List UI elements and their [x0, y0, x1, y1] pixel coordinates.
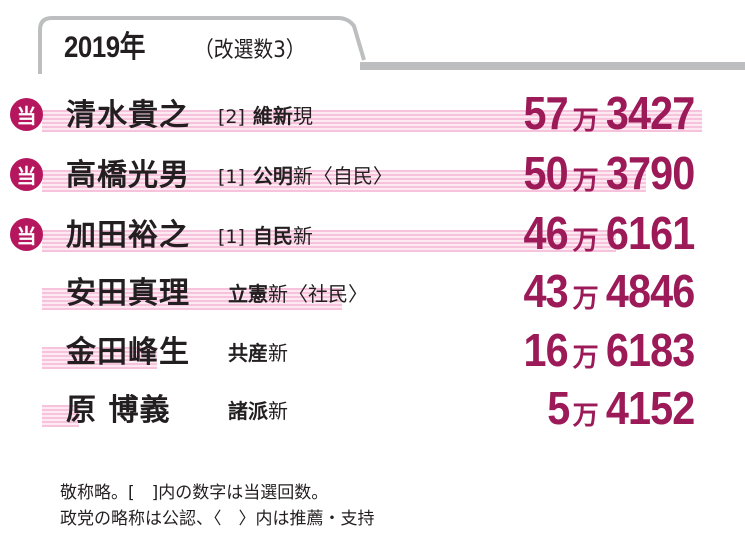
- vote-count: 57 万 3427: [521, 86, 699, 140]
- candidate-status: 新: [268, 282, 288, 306]
- vote-count: 16 万 6183: [521, 323, 699, 377]
- win-count: [1]: [218, 226, 245, 248]
- votes-ten-thousands: 46: [523, 207, 569, 259]
- vote-count: 43 万 4846: [521, 264, 699, 318]
- election-year: 2019年: [64, 31, 146, 64]
- candidate-name: 加田裕之: [66, 218, 190, 253]
- vote-bar: [42, 347, 157, 369]
- candidate-status: 新: [268, 341, 288, 365]
- man-unit: 万: [572, 284, 599, 314]
- candidate-row: 原 博義 諸派新 5 万 4152: [0, 379, 745, 435]
- vote-count: 46 万 6161: [521, 206, 699, 260]
- footnote-line-1: 敬称略。[ ]内の数字は当選回数。: [60, 483, 329, 503]
- man-unit: 万: [572, 343, 599, 373]
- candidate-row: 金田峰生 共産新 16 万 6183: [0, 321, 745, 377]
- candidate-row: 当加田裕之 [1] 自民新 46 万 6161: [0, 204, 745, 260]
- candidate-status: 新: [268, 399, 288, 423]
- vote-count: 5 万 4152: [546, 381, 699, 435]
- man-unit: 万: [572, 226, 599, 256]
- win-count: [2]: [218, 106, 245, 128]
- man-unit: 万: [572, 166, 599, 196]
- candidate-meta: [1] 公明新〈自民〉: [218, 160, 393, 189]
- party-name: 公明: [252, 164, 293, 188]
- candidate-status: 現: [292, 104, 313, 128]
- candidate-name: 金田峰生: [66, 335, 190, 370]
- vote-bar: [42, 405, 79, 427]
- votes-remainder: 4152: [605, 382, 695, 434]
- footnote-line-2: 政党の略称は公認、〈 〉内は推薦・支持: [60, 509, 375, 529]
- endorsement: 〈社民〉: [288, 282, 368, 306]
- votes-remainder: 6183: [605, 324, 695, 376]
- party-name: 維新: [252, 104, 293, 128]
- votes-remainder: 3790: [605, 147, 695, 199]
- elected-badge: 当: [10, 218, 43, 251]
- vote-bar: [42, 110, 702, 132]
- endorsement: 〈自民〉: [312, 164, 393, 188]
- vote-count: 50 万 3790: [521, 146, 699, 200]
- candidate-meta: [1] 自民新: [218, 220, 313, 249]
- vote-bar: [42, 230, 616, 252]
- page-title: 2019年 （改選数3）: [64, 22, 318, 66]
- votes-ten-thousands: 50: [523, 147, 569, 199]
- candidate-meta: 立憲新〈社民〉: [220, 278, 368, 307]
- party-name: 共産: [228, 341, 268, 365]
- elected-badge: 当: [10, 158, 43, 191]
- footnote: 敬称略。[ ]内の数字は当選回数。 政党の略称は公認、〈 〉内は推薦・支持: [60, 480, 375, 532]
- candidate-status: 新: [292, 224, 313, 248]
- header-tab: [38, 16, 368, 74]
- header-rule: [360, 62, 745, 70]
- vote-bar: [42, 170, 646, 192]
- party-name: 諸派: [228, 399, 268, 423]
- votes-ten-thousands: 43: [523, 265, 569, 317]
- candidate-meta: [2] 維新現: [218, 100, 313, 129]
- candidate-meta: 諸派新: [220, 395, 288, 424]
- vote-bar: [42, 288, 342, 310]
- tab-outline: [38, 16, 366, 74]
- win-count: [1]: [218, 166, 245, 188]
- votes-ten-thousands: 5: [547, 382, 570, 434]
- votes-remainder: 4846: [605, 265, 695, 317]
- candidate-meta: 共産新: [220, 337, 288, 366]
- candidate-row: 当清水貴之 [2] 維新現 57 万 3427: [0, 84, 745, 140]
- votes-remainder: 3427: [605, 87, 695, 139]
- seat-count: （改選数3）: [194, 38, 306, 63]
- candidate-name: 清水貴之: [66, 98, 190, 133]
- elected-badge: 当: [10, 98, 43, 131]
- candidate-status: 新: [292, 164, 313, 188]
- man-unit: 万: [572, 401, 599, 431]
- candidate-name: 高橋光男: [66, 158, 190, 193]
- candidate-name: 安田真理: [66, 276, 190, 311]
- man-unit: 万: [572, 106, 599, 136]
- candidate-row: 安田真理 立憲新〈社民〉 43 万 4846: [0, 262, 745, 318]
- votes-ten-thousands: 16: [523, 324, 569, 376]
- party-name: 立憲: [228, 282, 268, 306]
- votes-remainder: 6161: [605, 207, 695, 259]
- votes-ten-thousands: 57: [523, 87, 569, 139]
- candidate-row: 当高橋光男 [1] 公明新〈自民〉 50 万 3790: [0, 144, 745, 200]
- party-name: 自民: [252, 224, 293, 248]
- candidate-name: 原 博義: [66, 393, 171, 428]
